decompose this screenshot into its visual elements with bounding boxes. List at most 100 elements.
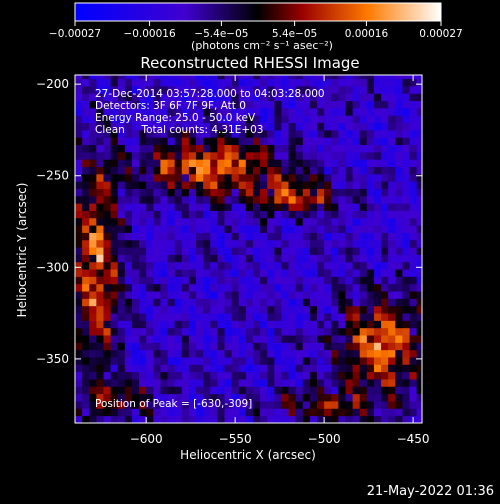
heatmap-cell [96, 313, 104, 321]
heatmap-cell [124, 144, 133, 153]
x-axis: −600 −550 −500 −450 [130, 75, 430, 446]
heatmap-cell [188, 313, 197, 321]
heatmap-cell [167, 276, 176, 285]
heatmap-cell [416, 269, 422, 277]
heatmap-cell [402, 100, 410, 109]
heatmap-cell [352, 239, 361, 248]
heatmap-cell [388, 181, 396, 189]
heatmap-cell [295, 78, 304, 87]
heatmap-cell [395, 85, 403, 94]
heatmap-cell [352, 115, 361, 124]
heatmap-cell [117, 85, 126, 94]
heatmap-cell [260, 166, 268, 175]
heatmap-cell [153, 232, 161, 241]
heatmap-cell [260, 107, 268, 116]
heatmap-cell [96, 144, 104, 153]
heatmap-cell [288, 115, 297, 124]
heatmap-cell [174, 144, 183, 153]
heatmap-cell [409, 364, 418, 373]
heatmap-cell [174, 137, 183, 145]
heatmap-cell [153, 129, 161, 138]
heatmap-cell [274, 151, 282, 160]
heatmap-cell [302, 210, 311, 219]
heatmap-cell [388, 166, 396, 175]
heatmap-cell [188, 283, 197, 292]
heatmap-cell [331, 379, 339, 387]
heatmap-cell [381, 151, 389, 160]
heatmap-cell [160, 173, 168, 182]
heatmap-cell [409, 210, 418, 219]
heatmap-cell [260, 137, 268, 145]
heatmap-cell [160, 254, 168, 263]
heatmap-cell [167, 122, 176, 131]
heatmap-cell [196, 144, 204, 153]
heatmap-cell [352, 408, 361, 417]
heatmap-cell [217, 239, 225, 248]
heatmap-cell [146, 210, 154, 219]
heatmap-cell [217, 181, 225, 189]
heatmap-cell [381, 415, 389, 423]
heatmap-cell [366, 173, 375, 182]
heatmap-cell [160, 298, 168, 307]
heatmap-cell [231, 239, 240, 248]
heatmap-cell [224, 188, 232, 197]
heatmap-cell [153, 415, 161, 423]
heatmap-cell [309, 357, 318, 365]
colorbar-tick-label: −0.00016 [123, 28, 176, 40]
heatmap-cell [103, 93, 111, 102]
heatmap-cell [131, 217, 140, 226]
heatmap-cell [324, 100, 332, 109]
heatmap-cell [302, 335, 311, 343]
heatmap-cell [245, 357, 254, 365]
heatmap-cell [217, 166, 225, 175]
heatmap-cell [288, 210, 297, 219]
heatmap-cell [252, 181, 261, 189]
heatmap-cell [395, 217, 403, 226]
heatmap-cell [210, 283, 218, 292]
heatmap-cell [231, 100, 240, 109]
heatmap-cell [359, 371, 368, 380]
heatmap-cell [302, 78, 311, 87]
heatmap-cell [309, 335, 318, 343]
heatmap-cell [146, 173, 154, 182]
heatmap-cell [231, 298, 240, 307]
heatmap-cell [181, 181, 190, 189]
heatmap-cell [274, 261, 282, 270]
heatmap-cell [409, 93, 418, 102]
heatmap-cell [174, 254, 183, 263]
heatmap-cell [317, 78, 325, 87]
heatmap-cell [252, 203, 261, 211]
heatmap-cell [331, 129, 339, 138]
heatmap-cell [117, 188, 126, 197]
heatmap-cell [252, 122, 261, 131]
colorbar-tick-label: 0.00027 [419, 28, 462, 40]
heatmap-cell [231, 203, 240, 211]
heatmap-cell [324, 298, 332, 307]
heatmap-cell [331, 298, 339, 307]
heatmap-cell [217, 203, 225, 211]
heatmap-cell [302, 115, 311, 124]
heatmap-cell [110, 261, 119, 270]
heatmap-cell [416, 137, 422, 145]
heatmap-cell [352, 269, 361, 277]
heatmap-cell [196, 254, 204, 263]
heatmap-cell [89, 371, 97, 380]
heatmap-cell [231, 166, 240, 175]
heatmap-cell [167, 188, 176, 197]
heatmap-cell [409, 291, 418, 299]
heatmap-cell [82, 173, 90, 182]
heatmap-cell [217, 415, 225, 423]
heatmap-cell [402, 144, 410, 153]
heatmap-cell [338, 181, 346, 189]
heatmap-cell [345, 305, 353, 314]
heatmap-cell [110, 386, 119, 395]
heatmap-cell [352, 107, 361, 116]
heatmap-cell [110, 313, 119, 321]
heatmap-cell [82, 129, 90, 138]
heatmap-cell [174, 181, 183, 189]
heatmap-cell [160, 195, 168, 204]
heatmap-cell [96, 85, 104, 94]
heatmap-cell [395, 335, 403, 343]
heatmap-cell [252, 408, 261, 417]
heatmap-cell [402, 401, 410, 409]
